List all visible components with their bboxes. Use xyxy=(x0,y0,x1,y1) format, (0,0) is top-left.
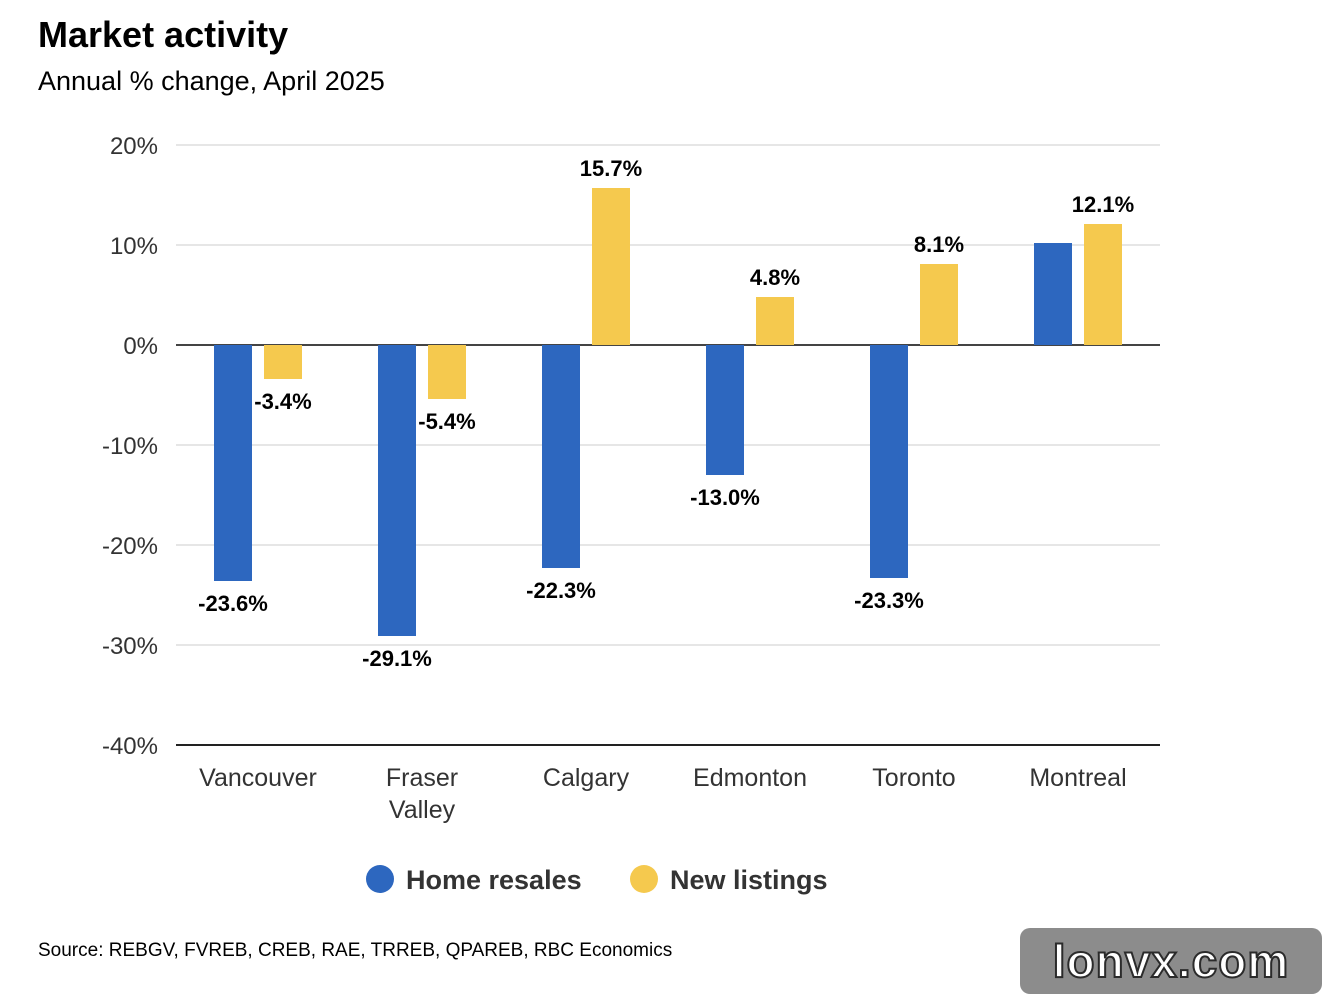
new-listings-data-label: 4.8% xyxy=(750,265,800,290)
home-resales-bar xyxy=(870,345,908,578)
home-resales-bar xyxy=(214,345,252,581)
home-resales-bar xyxy=(378,345,416,636)
x-tick-label: Edmonton xyxy=(693,764,807,792)
watermark-logo: lonvx.com xyxy=(1020,928,1322,994)
x-tick-label: Vancouver xyxy=(199,764,317,792)
home-resales-data-label: -23.6% xyxy=(198,591,268,616)
x-tick-label: Toronto xyxy=(872,764,955,792)
home-resales-bar xyxy=(542,345,580,568)
new-listings-bar xyxy=(264,345,302,379)
y-tick-label: -40% xyxy=(102,733,158,760)
x-tick-label: Valley xyxy=(389,796,456,824)
home-resales-data-label: -23.3% xyxy=(854,588,924,613)
home-resales-bar xyxy=(1034,243,1072,345)
y-tick-label: 20% xyxy=(110,133,158,160)
new-listings-bar xyxy=(756,297,794,345)
source-note: Source: REBGV, FVREB, CREB, RAE, TRREB, … xyxy=(38,940,673,961)
legend-label-new-listings: New listings xyxy=(670,865,828,895)
legend-label-home-resales: Home resales xyxy=(406,865,582,895)
new-listings-data-label: 8.1% xyxy=(914,232,964,257)
watermark-text: lonvx.com xyxy=(1052,934,1290,988)
legend-swatch-home-resales xyxy=(366,865,394,893)
new-listings-bar xyxy=(592,188,630,345)
chart-subtitle: Annual % change, April 2025 xyxy=(38,66,385,96)
new-listings-data-label: -3.4% xyxy=(254,389,311,414)
new-listings-data-label: 15.7% xyxy=(580,156,642,181)
new-listings-bar xyxy=(428,345,466,399)
new-listings-data-label: -5.4% xyxy=(418,409,475,434)
new-listings-data-label: 12.1% xyxy=(1072,192,1134,217)
y-tick-label: -10% xyxy=(102,433,158,460)
y-tick-label: 10% xyxy=(110,233,158,260)
y-tick-label: -20% xyxy=(102,533,158,560)
home-resales-data-label: -22.3% xyxy=(526,578,596,603)
x-tick-label: Montreal xyxy=(1029,764,1126,792)
y-tick-label: -30% xyxy=(102,633,158,660)
new-listings-bar xyxy=(1084,224,1122,345)
home-resales-bar xyxy=(706,345,744,475)
bar-chart: 20% 10% 0% -10% -20% -30% -40% -23.6% -3.4% Vanco… xyxy=(102,133,1160,895)
new-listings-bar xyxy=(920,264,958,345)
legend-swatch-new-listings xyxy=(630,865,658,893)
y-tick-label: 0% xyxy=(123,333,158,360)
home-resales-data-label: -29.1% xyxy=(362,646,432,671)
home-resales-data-label: -13.0% xyxy=(690,485,760,510)
chart-title: Market activity xyxy=(38,14,289,55)
x-tick-label: Calgary xyxy=(543,764,630,792)
x-tick-label: Fraser xyxy=(386,764,458,792)
